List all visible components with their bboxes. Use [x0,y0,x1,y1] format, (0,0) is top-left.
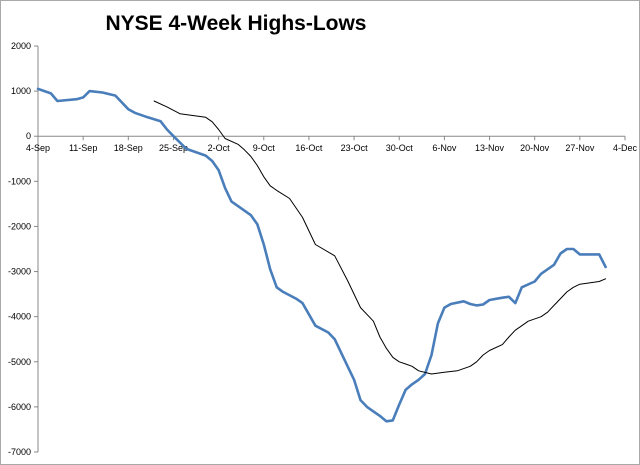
x-tick-label: 30-Oct [386,143,414,153]
x-axis-ticks: 4-Sep 11-Sep 18-Sep 25-Sep 2-Oct 9-Oct 16-Oct 2… [26,136,638,153]
y-tick-label: -6000 [8,402,31,412]
y-tick-label: 2000 [11,41,31,51]
x-tick-label: 13-Nov [475,143,505,153]
chart-axes [37,46,625,452]
series-line-1 [36,87,607,423]
x-tick-label: 2-Oct [208,143,231,153]
x-tick-label: 18-Sep [114,143,143,153]
y-axis-ticks: 2000 1000 0 -1000 -2000 -3000 -4000 -5000 -6000 -… [8,41,38,457]
x-tick-label: 4-Sep [26,143,50,153]
y-tick-label: -2000 [8,221,31,231]
x-tick-label: 4-Dec [613,143,638,153]
x-tick-label: 23-Oct [341,143,369,153]
y-tick-label: 0 [26,131,31,141]
x-tick-label: 25-Sep [159,143,188,153]
y-tick-label: 1000 [11,86,31,96]
y-tick-label: -5000 [8,357,31,367]
x-tick-label: 6-Nov [432,143,457,153]
x-tick-label: 11-Sep [69,143,97,153]
x-tick-label: 20-Nov [520,143,550,153]
chart-title: NYSE 4-Week Highs-Lows [105,12,366,35]
series-layer [36,87,607,423]
y-tick-label: -4000 [8,312,31,322]
x-tick-label: 16-Oct [295,143,323,153]
y-tick-label: -1000 [8,176,31,186]
x-tick-label: 9-Oct [253,143,276,153]
y-tick-label: -3000 [8,267,31,277]
series-line-2 [153,100,607,375]
x-tick-label: 27-Nov [565,143,595,153]
y-tick-label: -7000 [8,447,31,457]
